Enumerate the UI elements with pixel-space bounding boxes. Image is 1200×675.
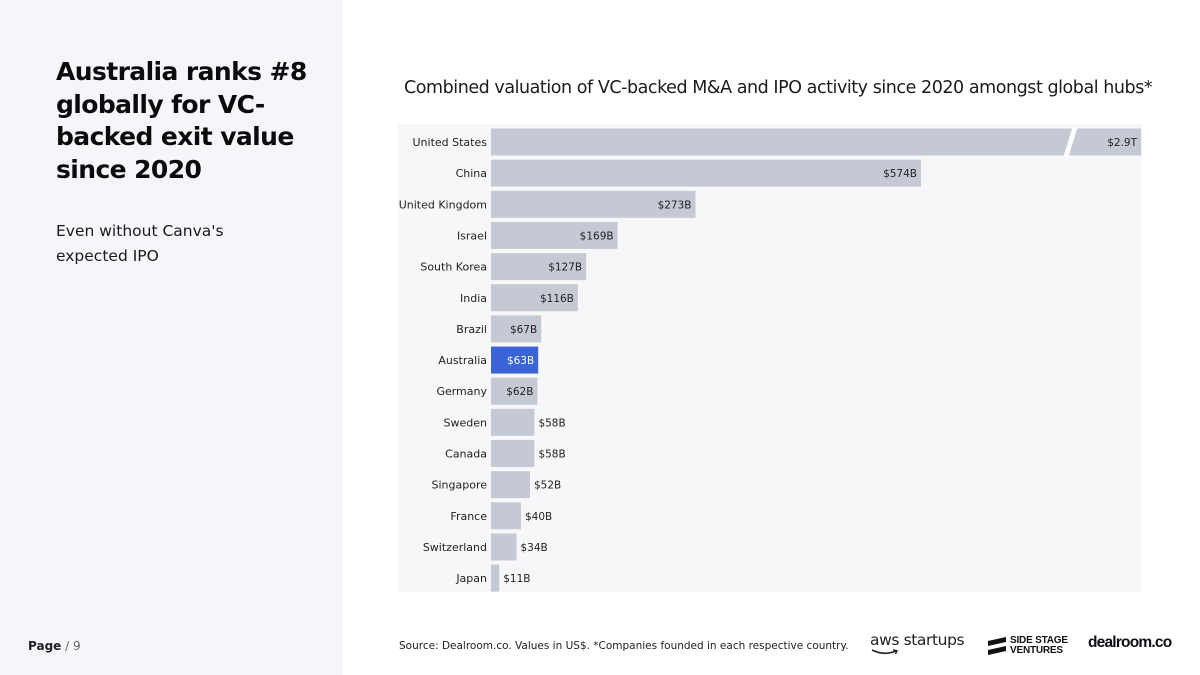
bar-united-kingdom [491, 190, 696, 218]
category-label-switzerland: Switzerland [423, 541, 487, 554]
axis-break-mark [1063, 127, 1078, 157]
value-label-france: $40B [525, 511, 552, 523]
category-label-united-states: United States [413, 136, 488, 149]
category-label-germany: Germany [436, 385, 487, 398]
value-label-canada: $58B [538, 449, 565, 461]
left-panel: Australia ranks #8 globally for VC-backe… [0, 0, 343, 675]
category-label-japan: Japan [455, 572, 487, 585]
page-indicator: Page / 9 [28, 639, 81, 653]
aws-smile-icon [871, 649, 898, 655]
source-note: Source: Dealroom.co. Values in US$. *Com… [399, 640, 849, 652]
value-label-australia: $63B [507, 355, 534, 367]
category-label-singapore: Singapore [432, 479, 488, 492]
category-label-israel: Israel [457, 229, 487, 242]
bar-sweden [491, 408, 535, 436]
category-label-canada: Canada [445, 448, 487, 461]
bar-canada [491, 440, 535, 467]
headline: Australia ranks #8 globally for VC-backe… [56, 57, 307, 184]
aws-startups-logo: aws startups [870, 631, 965, 656]
bar-singapore [491, 471, 530, 499]
bar-israel [491, 221, 618, 249]
bar-united-states [491, 128, 1141, 156]
value-label-brazil: $67B [510, 324, 537, 336]
bar-germany [491, 377, 538, 405]
value-label-south-korea: $127B [548, 262, 582, 274]
side-stage-mark-icon [988, 637, 1006, 655]
side-stage-ventures-logo: SIDE STAGE VENTURES [988, 636, 1068, 656]
value-label-united-kingdom: $273B [658, 199, 692, 211]
bar-south-korea [491, 253, 587, 281]
category-label-united-kingdom: United Kingdom [399, 198, 487, 211]
value-label-germany: $62B [506, 386, 533, 398]
aws-startups-wordmark: aws startups [870, 631, 965, 649]
value-label-israel: $169B [580, 230, 614, 242]
bar-india [491, 284, 578, 312]
chart-title: Combined valuation of VC-backed M&A and … [404, 78, 1153, 98]
subheadline: Even without Canva's expected IPO [56, 222, 224, 265]
bar-japan [491, 564, 500, 592]
value-label-united-states: $2.9T [1107, 137, 1137, 149]
value-label-china: $574B [883, 168, 917, 180]
value-label-japan: $11B [503, 573, 530, 585]
category-label-china: China [456, 167, 487, 180]
category-label-brazil: Brazil [456, 323, 487, 336]
dealroom-wordmark: dealroom.co [1088, 634, 1172, 651]
category-label-sweden: Sweden [444, 416, 487, 429]
category-label-south-korea: South Korea [420, 261, 487, 274]
side-stage-wordmark: SIDE STAGE VENTURES [1010, 635, 1068, 656]
category-label-india: India [460, 292, 487, 305]
category-label-australia: Australia [438, 354, 487, 367]
value-label-switzerland: $34B [520, 542, 547, 554]
category-label-france: France [450, 510, 487, 523]
value-label-singapore: $52B [534, 480, 561, 492]
bar-switzerland [491, 533, 517, 561]
bar-chart: United States $2.9T China $574B United Kingd… [399, 127, 1141, 592]
value-label-india: $116B [540, 293, 574, 305]
bar-brazil [491, 315, 542, 343]
bar-australia [491, 346, 539, 374]
page-count: / 9 [65, 639, 81, 653]
bar-france [491, 502, 521, 530]
dealroom-logo: dealroom.co [1088, 634, 1172, 652]
chart-plot-area: United States $2.9T China $574B United Kingd… [398, 124, 1142, 592]
bar-china [491, 159, 921, 187]
value-label-sweden: $58B [538, 417, 565, 429]
page-label: Page [28, 639, 62, 653]
